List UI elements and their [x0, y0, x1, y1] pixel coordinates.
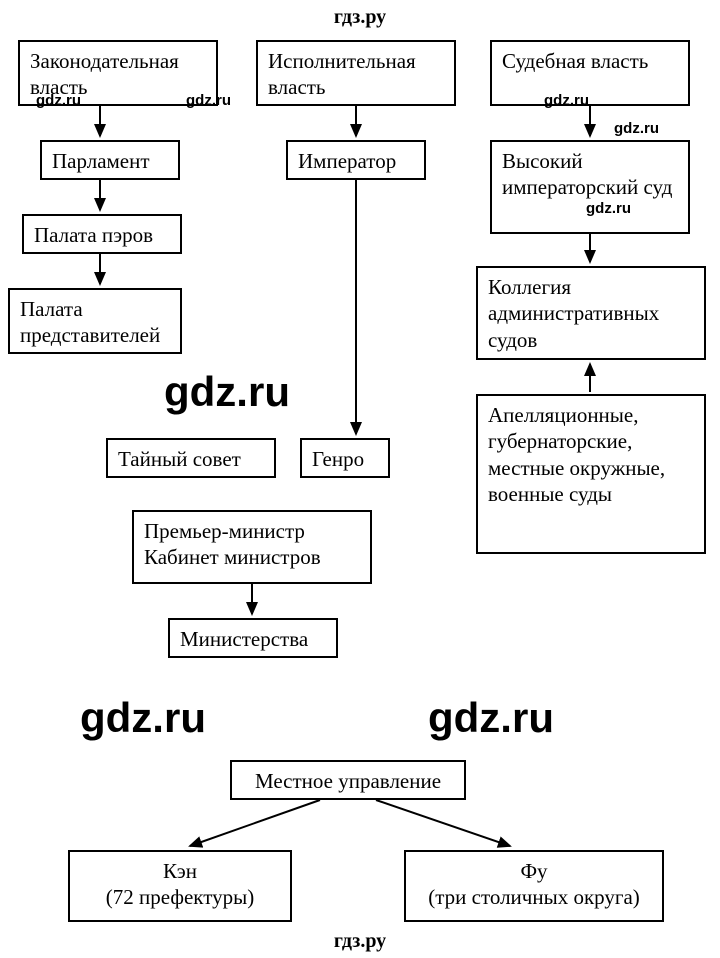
watermark-lg: gdz.ru: [164, 368, 290, 416]
pm-line1: Премьер-министр: [144, 518, 360, 544]
watermark-lg: gdz.ru: [80, 694, 206, 742]
watermark-sm: gdz.ru: [186, 92, 231, 109]
box-executive: Исполнительная власть: [256, 40, 456, 106]
fu-line1: Фу: [416, 858, 652, 884]
box-admin-courts: Коллегия административных судов: [476, 266, 706, 360]
box-appeal-courts: Апелляционные, губернаторские, местные о…: [476, 394, 706, 554]
watermark-sm: gdz.ru: [586, 200, 631, 217]
box-high-court: Высокий императорский суд: [490, 140, 690, 234]
box-emperor: Император: [286, 140, 426, 180]
pm-line2: Кабинет министров: [144, 544, 360, 570]
box-fu: Фу (три столичных округа): [404, 850, 664, 922]
diagram-canvas: гдз.ру Законодательная власть Парламент …: [0, 0, 720, 958]
box-peers: Палата пэров: [22, 214, 182, 254]
box-judicial: Судебная власть: [490, 40, 690, 106]
box-ministries: Министерства: [168, 618, 338, 658]
box-genro: Генро: [300, 438, 390, 478]
footer-watermark: гдз.ру: [0, 930, 720, 953]
ken-line1: Кэн: [80, 858, 280, 884]
fu-line2: (три столичных округа): [416, 884, 652, 910]
watermark-sm: gdz.ru: [614, 120, 659, 137]
box-local-gov: Местное управление: [230, 760, 466, 800]
box-parliament: Парламент: [40, 140, 180, 180]
watermark-sm: gdz.ru: [36, 92, 81, 109]
box-pm-cabinet: Премьер-министр Кабинет министров: [132, 510, 372, 584]
header-watermark: гдз.ру: [0, 6, 720, 29]
box-ken: Кэн (72 префектуры): [68, 850, 292, 922]
ken-line2: (72 префектуры): [80, 884, 280, 910]
box-representatives: Палата представителей: [8, 288, 182, 354]
watermark-lg: gdz.ru: [428, 694, 554, 742]
watermark-sm: gdz.ru: [544, 92, 589, 109]
box-secret-council: Тайный совет: [106, 438, 276, 478]
